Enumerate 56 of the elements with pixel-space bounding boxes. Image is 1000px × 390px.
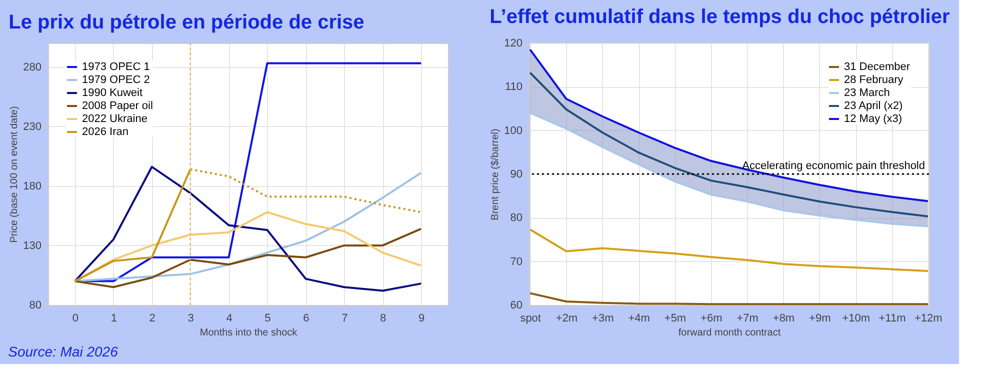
- legend-label: 1979 OPEC 2: [82, 74, 150, 86]
- x-tick-label: 2: [149, 312, 156, 324]
- legend-label: 2008 Paper oil: [82, 100, 153, 112]
- source-note: Source: Mai 2026: [8, 344, 118, 360]
- line-series: [74, 228, 422, 288]
- legend-label: 2022 Ukraine: [82, 113, 148, 125]
- y-tick-label: 80: [29, 300, 42, 312]
- x-tick-label: +9m: [809, 312, 831, 324]
- x-tick-label: 0: [72, 312, 78, 324]
- y-tick-label: 90: [510, 168, 522, 180]
- line-series: [529, 72, 929, 218]
- x-tick-label: +6m: [700, 312, 722, 324]
- x-tick-label: +7m: [736, 312, 758, 324]
- x-tick-label: 3: [188, 312, 194, 324]
- y-tick-label: 130: [23, 240, 42, 252]
- y-tick-label: 100: [504, 124, 522, 137]
- legend-label: 2026 Iran: [82, 126, 128, 138]
- y-tick-label: 110: [504, 81, 522, 94]
- y-tick-label: 80: [510, 212, 522, 224]
- y-tick-label: 180: [23, 180, 42, 192]
- x-tick-label: +11m: [878, 312, 906, 324]
- x-tick-label: +5m: [664, 312, 686, 324]
- x-tick-label: spot: [520, 312, 541, 324]
- x-tick-label: 9: [418, 312, 425, 324]
- line-series: [529, 228, 929, 272]
- legend-label: 23 March: [844, 87, 890, 99]
- ref-line-label: Accelerating economic pain threshold: [742, 160, 925, 172]
- x-tick-label: +4m: [628, 312, 650, 324]
- x-tick-label: 7: [342, 312, 348, 324]
- x-tick-label: +2m: [556, 312, 578, 324]
- x-tick-label: 6: [303, 312, 310, 324]
- x-tick-label: +8m: [772, 312, 795, 324]
- chart-title: Le prix du pétrole en période de crise: [8, 11, 364, 34]
- x-tick-label: 8: [380, 312, 386, 324]
- x-tick-label: +10m: [842, 312, 870, 324]
- x-axis-title: Months into the shock: [200, 328, 298, 338]
- y-tick-label: 60: [510, 300, 522, 312]
- x-tick-label: 1: [110, 312, 117, 324]
- x-axis-title: forward month contract: [678, 328, 781, 338]
- y-axis-title: Price (base 100 on event date): [9, 106, 20, 243]
- x-tick-label: 4: [226, 312, 232, 324]
- y-tick-label: 70: [510, 256, 522, 268]
- legend-label: 1990 Kuweit: [82, 87, 143, 99]
- y-tick-label: 120: [504, 38, 522, 50]
- legend-label: 28 February: [844, 74, 904, 86]
- x-tick-label: +3m: [592, 312, 614, 324]
- chart-title: L’effet cumulatif dans le temps du choc pétrolier: [490, 6, 950, 28]
- y-tick-label: 280: [23, 61, 42, 74]
- y-axis-title: Brent price ($/barrel): [490, 128, 502, 220]
- legend-label: 12 May (x3): [844, 113, 902, 125]
- legend-label: 1973 OPEC 1: [82, 61, 150, 73]
- legend-label: 23 April (x2): [844, 100, 903, 112]
- x-tick-label: 5: [264, 312, 271, 324]
- y-tick-label: 230: [23, 120, 42, 133]
- legend-label: 31 December: [844, 61, 910, 73]
- x-tick-label: +12m: [914, 312, 942, 324]
